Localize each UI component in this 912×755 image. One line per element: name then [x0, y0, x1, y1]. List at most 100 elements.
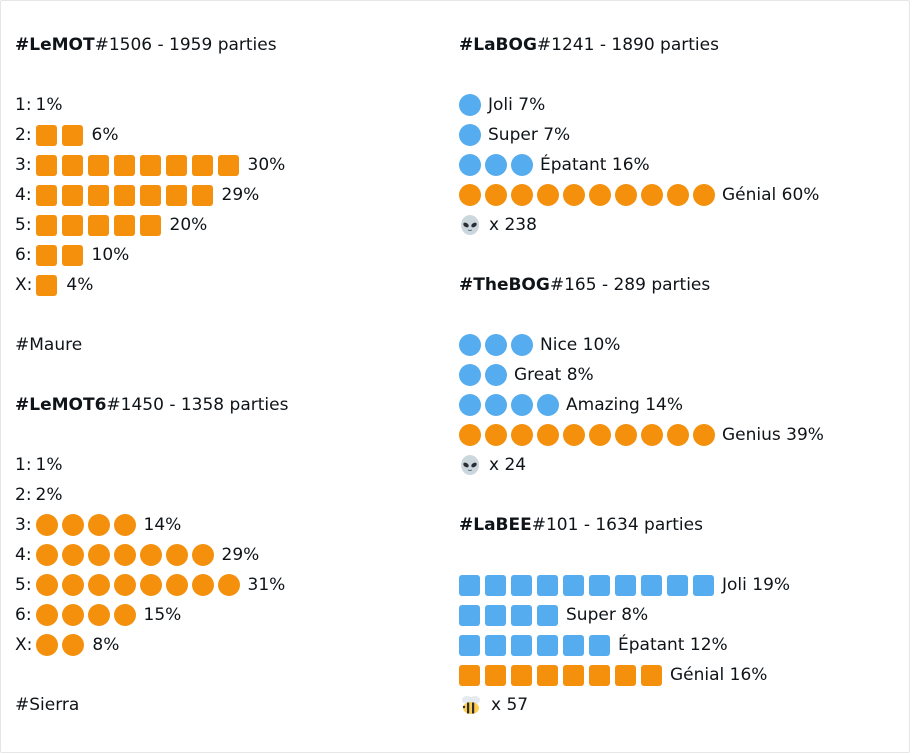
orange-square	[191, 184, 213, 206]
labee-bar	[459, 574, 719, 596]
blue-square	[537, 604, 558, 626]
blue-square	[563, 634, 584, 656]
lemot-row: X: 4%	[15, 273, 93, 297]
orange-square	[511, 664, 532, 686]
lemot-row: 6: 10%	[15, 243, 129, 267]
labog-row: Super 7%	[459, 123, 570, 147]
thebog-bar	[459, 334, 537, 356]
labee-row-text: Super 8%	[566, 605, 649, 625]
lemot-row-pct: 4%	[66, 275, 94, 295]
orange-square	[113, 184, 135, 206]
lemot-bar	[36, 274, 62, 296]
sierra-hashtag[interactable]: #Sierra	[15, 695, 80, 715]
orange-square	[61, 124, 83, 146]
labee-header-text: #101 - 1634 parties	[531, 515, 703, 535]
lemot6-row: 5: 31%	[15, 573, 285, 597]
lemot6-row-pct: 15%	[143, 605, 182, 625]
lemot6-bar	[36, 634, 88, 656]
blue-square	[641, 574, 662, 596]
orange-square	[61, 214, 83, 236]
thebog-bar	[459, 364, 511, 386]
lemot-header: #LeMOT #1506 - 1959 parties	[15, 33, 277, 57]
blue-square	[485, 634, 506, 656]
lemot-row-pct: 30%	[247, 155, 286, 175]
orange-square	[36, 274, 58, 296]
labee-row-text: Épatant 12%	[618, 635, 728, 655]
lemot6-row: 4: 29%	[15, 543, 259, 567]
orange-square	[61, 184, 83, 206]
thebog-hashtag[interactable]: #TheBOG	[459, 275, 550, 295]
labog-header-text: #1241 - 1890 parties	[536, 35, 719, 55]
lemot6-row-label: X:	[15, 635, 33, 655]
labee-bar	[459, 604, 563, 626]
thebog-footer-text: x 24	[489, 455, 527, 475]
orange-circle	[61, 604, 84, 626]
lemot-row: 3: 30%	[15, 153, 285, 177]
orange-circle	[641, 184, 663, 206]
labog-bar	[459, 94, 485, 116]
labee-bar	[459, 634, 615, 656]
orange-circle	[35, 604, 58, 626]
orange-square	[35, 214, 57, 236]
blue-square	[615, 574, 636, 596]
orange-square	[589, 664, 610, 686]
orange-circle	[667, 424, 689, 446]
orange-circle	[113, 604, 136, 626]
blue-square	[511, 634, 532, 656]
lemot6-row: 6: 15%	[15, 603, 181, 627]
lemot-bar	[35, 124, 88, 146]
labog-row-text: Joli 7%	[488, 95, 546, 115]
labog-hashtag[interactable]: #LaBOG	[459, 35, 537, 55]
lemot6-row-label: 5:	[15, 575, 32, 595]
orange-square	[87, 154, 109, 176]
lemot-row-label: 4:	[15, 185, 32, 205]
maure-hashtag[interactable]: #Maure	[15, 335, 83, 355]
lemot-bar	[35, 154, 244, 176]
orange-circle	[87, 604, 110, 626]
lemot6-row: X: 8%	[15, 633, 119, 657]
lemot6-row-pct: 31%	[247, 575, 286, 595]
blue-square	[537, 634, 558, 656]
thebog-header: #TheBOG #165 - 289 parties	[459, 273, 710, 297]
labog-row: Génial 60%	[459, 183, 819, 207]
thebog-row: Genius 39%	[459, 423, 824, 447]
labee-row: Super 8%	[459, 603, 648, 627]
orange-square	[61, 244, 83, 266]
orange-square	[35, 244, 57, 266]
orange-circle	[139, 574, 162, 596]
blue-circle	[459, 334, 481, 356]
orange-square	[165, 154, 187, 176]
orange-square	[87, 184, 109, 206]
lemot6-row-pct: 8%	[92, 635, 120, 655]
lemot-hashtag[interactable]: #LeMOT	[15, 35, 95, 55]
orange-square	[61, 154, 83, 176]
lemot6-hashtag[interactable]: #LeMOT6	[15, 395, 107, 415]
orange-square	[459, 664, 480, 686]
orange-square	[139, 154, 161, 176]
lemot6-row-label: 4:	[15, 545, 32, 565]
lemot-header-text: #1506 - 1959 parties	[94, 35, 277, 55]
orange-circle	[139, 544, 162, 566]
labee-row: Génial 16%	[459, 663, 767, 687]
labee-hashtag[interactable]: #LaBEE	[459, 515, 532, 535]
blue-circle	[511, 334, 533, 356]
blue-circle	[459, 124, 481, 146]
orange-circle	[87, 514, 110, 536]
lemot6-row: 2: 2%	[15, 483, 63, 507]
blue-circle	[459, 364, 481, 386]
labog-row-text: Génial 60%	[722, 185, 820, 205]
orange-circle	[511, 424, 533, 446]
lemot-row-pct: 1%	[35, 95, 63, 115]
labog-bar	[459, 124, 485, 146]
orange-circle	[87, 544, 110, 566]
lemot6-header: #LeMOT6 #1450 - 1358 parties	[15, 393, 288, 417]
orange-circle	[165, 574, 188, 596]
orange-circle	[615, 424, 637, 446]
orange-circle	[35, 574, 58, 596]
thebog-row: Amazing 14%	[459, 393, 683, 417]
orange-square	[113, 154, 135, 176]
orange-circle	[62, 634, 85, 656]
orange-circle	[589, 424, 611, 446]
lemot-row: 2: 6%	[15, 123, 119, 147]
